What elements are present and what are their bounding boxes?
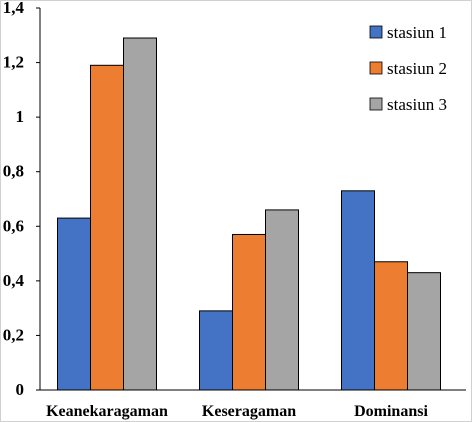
y-tick-label: 0 xyxy=(16,380,25,399)
y-tick-label: 0,8 xyxy=(3,162,24,181)
y-tick-label: 1,2 xyxy=(3,53,24,72)
x-category-label: Keseragaman xyxy=(202,403,296,420)
bar-stasiun-1-keanekaragaman xyxy=(58,218,91,390)
x-axis-labels: Keanekaragaman Keseragaman Dominansi xyxy=(46,403,428,420)
bar-stasiun-2-keseragaman xyxy=(233,234,266,390)
legend-swatch xyxy=(370,98,382,110)
y-tick-label: 1 xyxy=(16,107,25,126)
legend: stasiun 1 stasiun 2 stasiun 3 xyxy=(370,23,447,114)
y-tick-label: 0,6 xyxy=(3,216,24,235)
y-tick-label: 1,4 xyxy=(3,0,25,17)
bar-stasiun-1-keseragaman xyxy=(200,311,233,390)
bar-stasiun-3-keanekaragaman xyxy=(124,38,157,390)
bar-stasiun-1-dominansi xyxy=(342,191,375,390)
y-tick-label: 0,2 xyxy=(3,325,24,344)
x-category-label: Dominansi xyxy=(354,403,428,420)
x-category-label: Keanekaragaman xyxy=(46,403,168,420)
bar-stasiun-3-dominansi xyxy=(408,273,441,390)
bar-stasiun-2-dominansi xyxy=(375,262,408,390)
legend-label: stasiun 3 xyxy=(387,95,447,114)
bar-stasiun-2-keanekaragaman xyxy=(91,65,124,390)
legend-swatch xyxy=(370,26,382,38)
bar-stasiun-3-keseragaman xyxy=(266,210,299,390)
y-tick-label: 0,4 xyxy=(3,271,25,290)
legend-label: stasiun 2 xyxy=(387,59,447,78)
legend-label: stasiun 1 xyxy=(387,23,447,42)
legend-swatch xyxy=(370,62,382,74)
